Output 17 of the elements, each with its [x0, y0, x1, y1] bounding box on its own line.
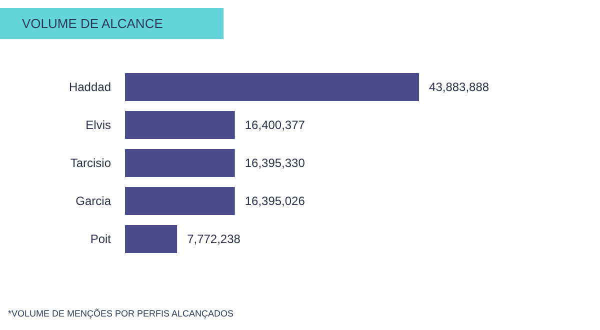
data-label: 7,772,238 — [187, 232, 241, 246]
data-label: 16,400,377 — [244, 118, 306, 132]
y-tick-label: Tarcisio — [70, 156, 112, 170]
chart-title: VOLUME DE ALCANCE — [22, 16, 164, 31]
y-tick-label: Poit — [90, 232, 112, 246]
bar — [125, 111, 235, 139]
data-label: 16,395,330 — [244, 156, 306, 170]
y-tick-label: Haddad — [68, 80, 111, 94]
data-label: 43,883,888 — [429, 80, 490, 94]
bar — [125, 149, 235, 177]
y-tick-label: Garcia — [76, 194, 112, 208]
text: *VOLUME DE MENÇÕES POR PERFIS ALCANÇADOS — [8, 308, 234, 318]
data-label: 16,395,026 — [244, 194, 306, 208]
y-tick-label: Elvis — [86, 118, 111, 132]
bar — [125, 187, 235, 215]
bar — [125, 225, 178, 253]
bar — [125, 73, 420, 101]
